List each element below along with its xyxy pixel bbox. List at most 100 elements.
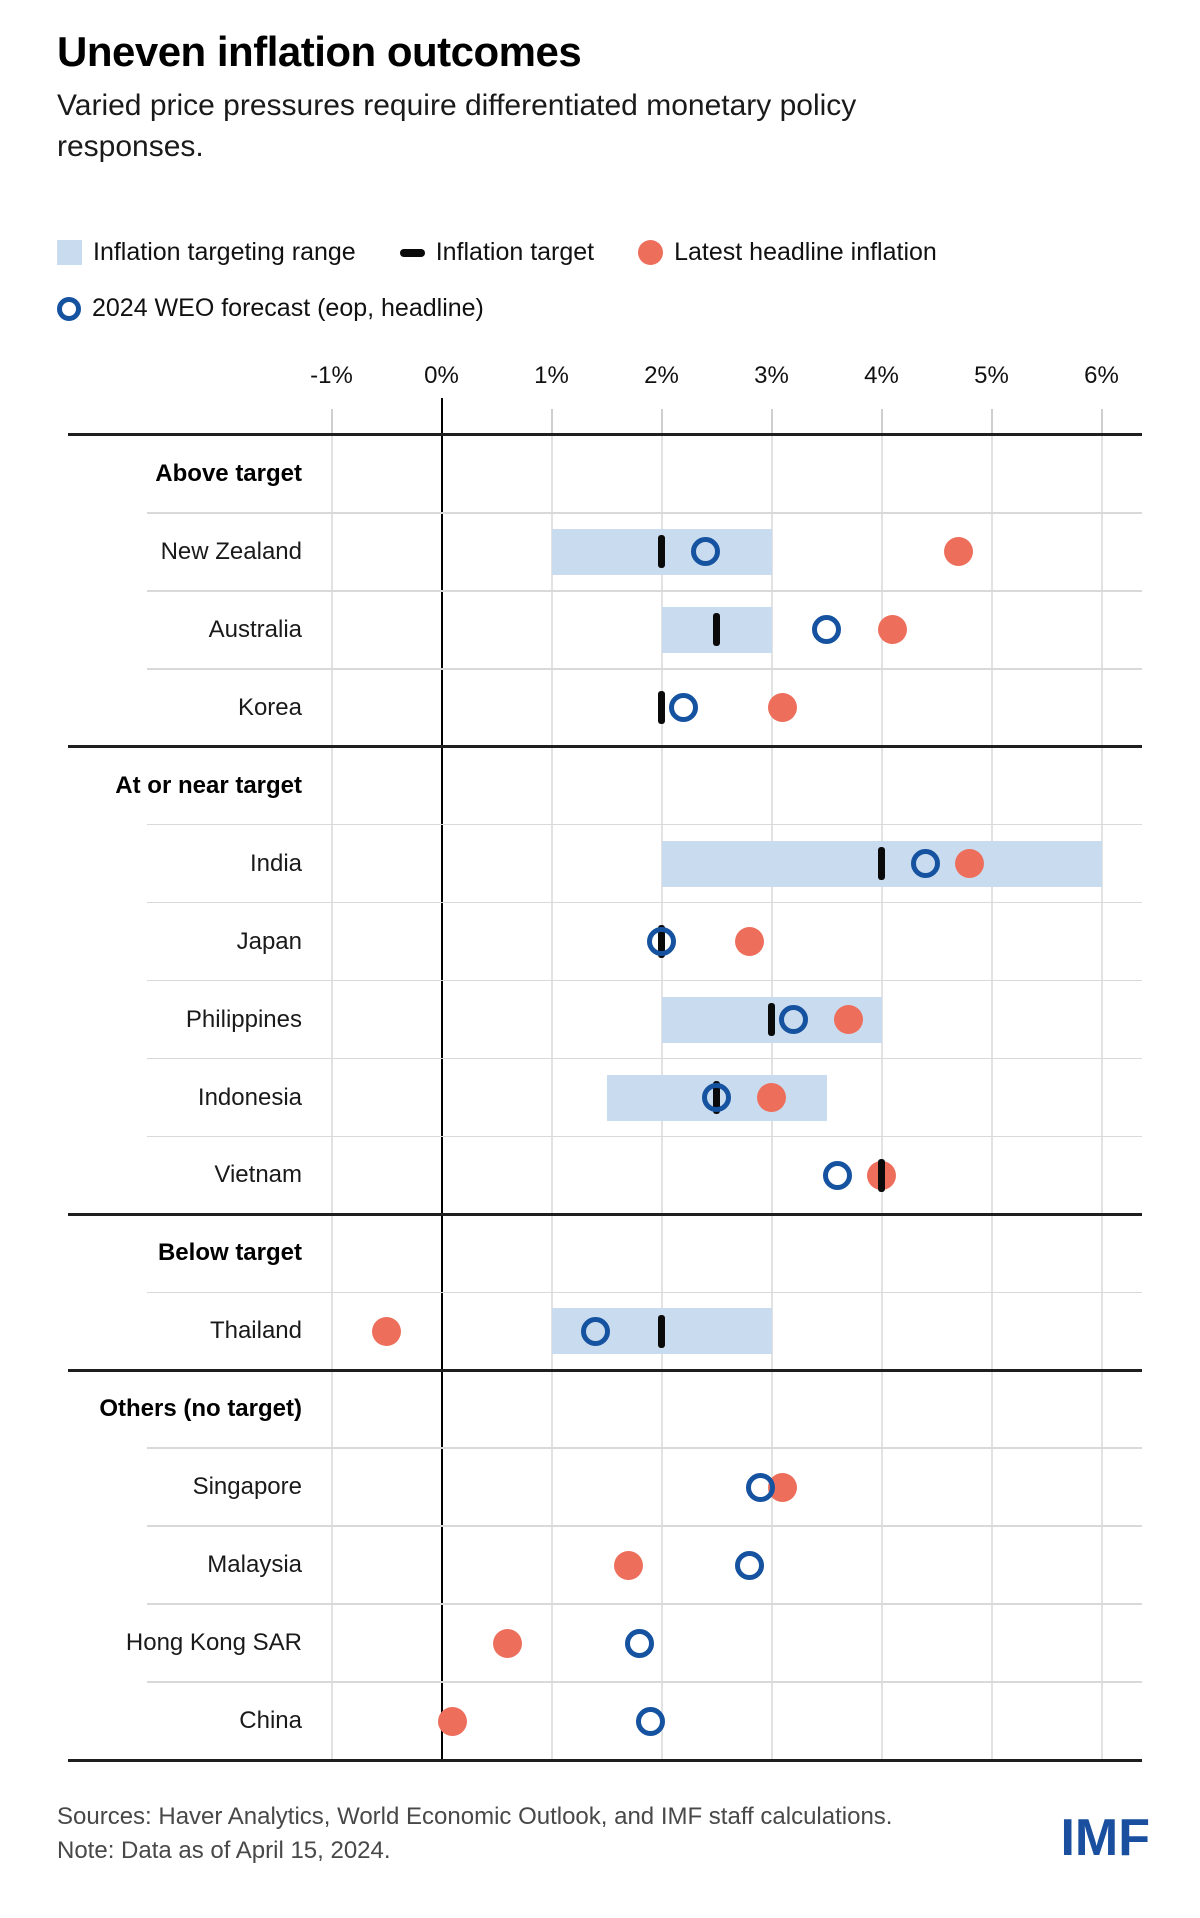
inflation-target-tick [658,535,665,569]
weo-forecast-ring [691,537,720,567]
axis-tick-label: 5% [974,362,1009,389]
chart-title: Uneven inflation outcomes [57,28,582,75]
row-separator [147,1057,1142,1060]
group-header-label: At or near target [115,771,302,799]
chart-subtitle: Varied price pressures require different… [57,89,857,163]
country-label: Thailand [209,1317,302,1345]
footer-note: Note: Data as of April 15, 2024. [57,1837,391,1864]
inflation-target-tick [878,1158,885,1192]
country-label: India [249,849,302,877]
gridline [990,435,993,1760]
latest-dot-icon [638,240,664,265]
legend-item-latest: Latest headline inflation [638,238,937,267]
axis-tick-label: 4% [864,362,899,389]
row-separator [147,823,1142,826]
axis-tick-label: 2% [644,362,679,389]
axis-tick-mark [880,409,883,435]
plot-bottom-border [68,1758,1142,1762]
axis-tick-mark [330,409,333,435]
latest-inflation-dot [493,1628,522,1658]
gridline [1100,435,1103,1760]
latest-inflation-dot [944,537,973,567]
weo-forecast-ring [779,1005,808,1035]
weo-forecast-ring [735,1550,764,1580]
footer-sources: Sources: Haver Analytics, World Economic… [57,1803,893,1830]
country-label: Philippines [185,1005,302,1033]
latest-inflation-dot [735,927,764,957]
latest-inflation-dot [768,693,797,723]
axis-tick-label: 0% [424,362,459,389]
axis-tick-mark [550,409,553,435]
country-label: New Zealand [160,537,302,565]
latest-inflation-dot [438,1706,467,1736]
legend-row-2: 2024 WEO forecast (eop, headline) [57,294,484,323]
legend-label: 2024 WEO forecast (eop, headline) [92,294,484,322]
row-separator [147,1603,1142,1605]
country-label: Hong Kong SAR [125,1629,302,1657]
weo-forecast-ring [625,1628,654,1658]
gridline [880,435,883,1760]
row-separator [147,1447,1142,1449]
latest-inflation-dot [757,1083,786,1112]
gridline [550,435,553,1760]
row-separator [147,901,1142,904]
group-header-label: Others (no target) [99,1395,302,1423]
row-separator [147,512,1142,514]
group-header-label: Above target [155,460,302,487]
weo-forecast-ring [636,1706,665,1736]
row-separator [147,1681,1142,1683]
legend-item-target: Inflation target [399,238,595,267]
weo-forecast-ring [812,615,841,645]
weo-forecast-ring [669,693,698,723]
legend-row-1: Inflation targeting range Inflation targ… [57,238,937,267]
country-label: Australia [208,615,302,643]
inflation-target-tick [658,1314,665,1348]
legend-item-range: Inflation targeting range [57,238,356,267]
weo-forecast-ring [581,1316,610,1346]
country-label: Vietnam [214,1161,302,1189]
country-label: Malaysia [207,1551,302,1579]
country-label: Korea [237,693,302,721]
axis-tick-mark [990,409,993,435]
latest-inflation-dot [372,1316,401,1346]
axis-zero-line [440,398,443,1760]
legend-label: Latest headline inflation [674,238,937,266]
row-separator [147,1135,1142,1138]
group-separator [68,1212,1142,1216]
row-separator [147,1291,1142,1294]
imf-logo: IMF [1060,1809,1150,1867]
latest-inflation-dot [878,615,907,645]
range-swatch-icon [57,240,82,265]
plot-top-border [68,433,1142,436]
row-separator [147,590,1142,592]
axis-tick-mark [660,409,663,435]
weo-forecast-ring [911,849,940,879]
latest-inflation-dot [834,1005,863,1035]
axis-tick-mark [1100,409,1103,435]
legend-label: Inflation target [435,238,595,266]
axis-tick-label: 6% [1084,362,1119,389]
gridline [330,435,333,1760]
row-separator [147,668,1142,670]
weo-forecast-ring [647,927,676,957]
legend-label: Inflation targeting range [93,238,356,266]
country-label: Japan [236,927,302,955]
axis-tick-label: 3% [754,362,789,389]
group-separator [68,745,1142,749]
axis-tick-label: 1% [534,362,569,389]
axis-tick-mark [770,409,773,435]
row-separator [147,1525,1142,1527]
weo-forecast-ring [746,1472,775,1502]
group-separator [68,1368,1142,1372]
weo-forecast-ring [702,1083,731,1112]
inflation-target-tick [713,613,720,647]
inflation-target-tick [768,1003,775,1037]
group-header-label: Below target [157,1239,302,1267]
latest-inflation-dot [614,1550,643,1580]
forecast-ring-icon [57,296,81,321]
country-label: Indonesia [197,1083,302,1111]
weo-forecast-ring [823,1160,852,1190]
axis-tick-label: -1% [310,362,353,389]
inflation-target-tick [878,847,885,881]
